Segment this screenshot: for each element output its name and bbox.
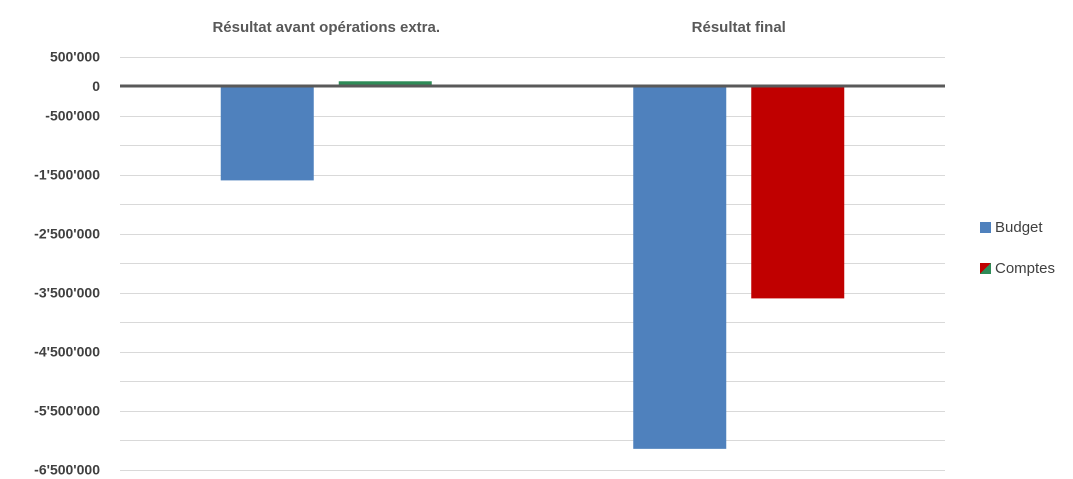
legend-swatch-budget bbox=[980, 221, 991, 233]
y-tick-label: -2'500'000 bbox=[34, 226, 100, 242]
legend-swatch-comptes bbox=[980, 262, 991, 274]
category-label: Résultat avant opérations extra. bbox=[212, 19, 440, 36]
y-tick-label: 0 bbox=[92, 78, 100, 94]
y-tick-label: -500'000 bbox=[45, 108, 100, 124]
category-label: Résultat final bbox=[692, 19, 786, 36]
bar-budget-1 bbox=[220, 86, 314, 181]
legend-label-comptes: Comptes bbox=[995, 259, 1056, 277]
y-tick-label: 500'000 bbox=[50, 49, 100, 65]
y-tick-label: -3'500'000 bbox=[34, 285, 100, 301]
y-tick-label: -5'500'000 bbox=[34, 403, 100, 419]
y-tick-label: -1'500'000 bbox=[34, 167, 100, 183]
legend: Budget Comptes bbox=[980, 217, 1055, 299]
bar-budget-2 bbox=[633, 86, 727, 449]
legend-label-budget: Budget bbox=[995, 218, 1043, 236]
legend-item-budget: Budget bbox=[980, 217, 1055, 237]
bar-comptes-2 bbox=[751, 86, 845, 299]
legend-item-comptes: Comptes bbox=[980, 258, 1055, 278]
y-tick-label: -6'500'000 bbox=[34, 462, 100, 478]
y-tick-label: -4'500'000 bbox=[34, 344, 100, 360]
bar-comptes-1 bbox=[338, 81, 432, 86]
